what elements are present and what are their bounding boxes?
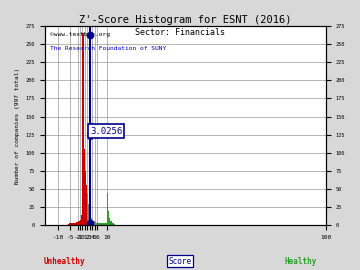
Bar xyxy=(82,33,84,225)
Bar xyxy=(77,221,79,225)
Bar xyxy=(97,222,98,225)
Bar xyxy=(70,222,71,225)
Bar xyxy=(84,149,85,225)
Bar xyxy=(73,223,74,225)
Bar xyxy=(111,221,112,225)
Text: The Research Foundation of SUNY: The Research Foundation of SUNY xyxy=(50,46,167,51)
Title: Z'-Score Histogram for ESNT (2016): Z'-Score Histogram for ESNT (2016) xyxy=(79,15,292,25)
Bar xyxy=(86,185,87,225)
Bar xyxy=(75,222,76,225)
Bar xyxy=(105,223,107,225)
Bar xyxy=(85,171,86,225)
Bar xyxy=(95,222,96,225)
Bar xyxy=(114,224,115,225)
Bar xyxy=(108,211,109,225)
Bar xyxy=(90,217,91,225)
Bar xyxy=(104,223,105,225)
Bar xyxy=(98,223,99,225)
Bar xyxy=(89,204,90,225)
Bar xyxy=(96,222,97,225)
Text: Score: Score xyxy=(168,257,192,266)
Bar xyxy=(101,223,102,225)
Bar xyxy=(74,223,75,225)
Bar xyxy=(93,221,95,225)
Bar xyxy=(87,193,89,225)
Bar xyxy=(109,218,111,225)
Bar xyxy=(91,218,92,225)
Bar xyxy=(79,221,80,225)
Bar xyxy=(113,223,114,225)
Bar xyxy=(76,222,77,225)
Bar xyxy=(81,215,82,225)
Bar xyxy=(71,223,73,225)
Bar xyxy=(107,193,108,225)
Y-axis label: Number of companies (997 total): Number of companies (997 total) xyxy=(15,68,20,184)
Bar xyxy=(112,222,113,225)
Text: 3.0256: 3.0256 xyxy=(90,127,122,136)
Bar xyxy=(80,220,81,225)
Bar xyxy=(103,223,104,225)
Bar xyxy=(92,220,93,225)
Text: ©www.textbiz.org: ©www.textbiz.org xyxy=(50,32,110,37)
Bar xyxy=(99,223,101,225)
Bar xyxy=(102,223,103,225)
Text: Sector: Financials: Sector: Financials xyxy=(135,28,225,37)
Text: Unhealthy: Unhealthy xyxy=(43,257,85,266)
Bar xyxy=(69,223,70,225)
Bar xyxy=(68,224,69,225)
Text: Healthy: Healthy xyxy=(284,257,317,266)
